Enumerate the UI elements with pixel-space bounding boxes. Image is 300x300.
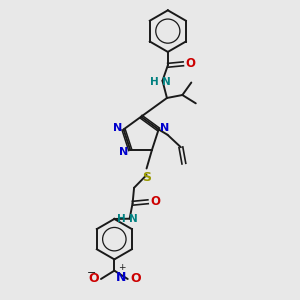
Text: O: O — [150, 195, 160, 208]
Text: O: O — [185, 57, 195, 70]
Text: N: N — [129, 214, 138, 224]
Text: −: − — [87, 268, 96, 278]
Text: +: + — [118, 262, 125, 272]
Text: H: H — [117, 214, 126, 224]
Text: H: H — [150, 76, 159, 87]
Text: O: O — [88, 272, 99, 285]
Text: N: N — [162, 76, 171, 87]
Text: N: N — [119, 146, 128, 157]
Text: O: O — [130, 272, 141, 285]
Text: N: N — [116, 271, 126, 284]
Text: S: S — [142, 171, 152, 184]
Text: N: N — [160, 123, 169, 133]
Text: N: N — [113, 123, 122, 133]
